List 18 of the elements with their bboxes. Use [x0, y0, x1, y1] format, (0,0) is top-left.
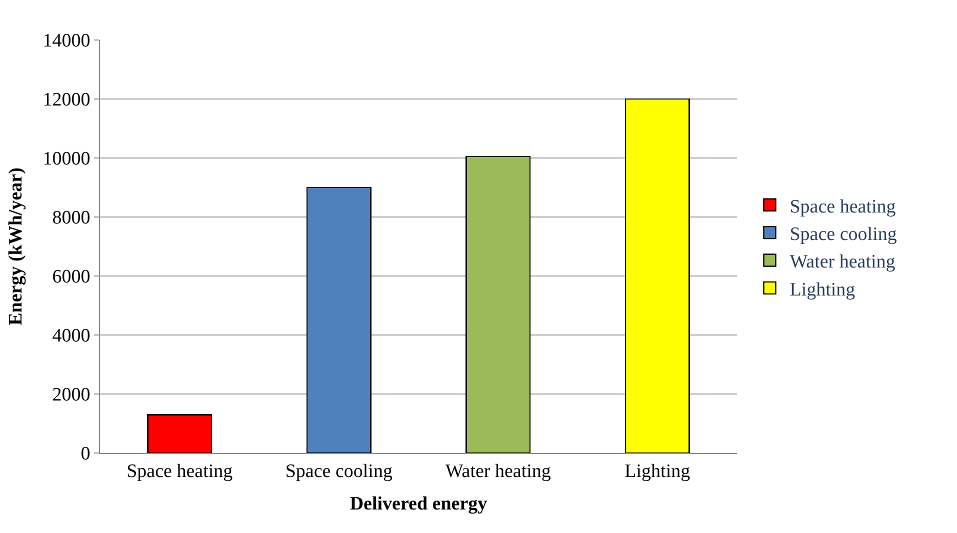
y-tick-label: 4000	[52, 326, 90, 347]
y-tick-label: 0	[80, 444, 90, 465]
legend-label: Space heating	[790, 196, 896, 218]
x-tick-label: Space cooling	[285, 460, 393, 482]
legend-label: Water heating	[790, 252, 896, 273]
y-tick-label: 2000	[52, 384, 90, 406]
x-tick-label: Lighting	[624, 460, 691, 482]
y-tick-label: 10000	[42, 148, 90, 170]
y-axis-title: Energy (kWh/year)	[6, 168, 27, 326]
legend-label: Lighting	[790, 279, 856, 300]
legend-label: Space cooling	[790, 224, 898, 245]
x-axis-title: Delivered energy	[350, 494, 488, 515]
x-tick-label: Water heating	[445, 460, 552, 482]
x-tick-label: Space heating	[126, 460, 234, 482]
y-tick-label: 6000	[52, 266, 90, 288]
y-tick-label: 12000	[42, 90, 90, 111]
y-tick-label: 8000	[52, 208, 90, 229]
y-tick-label: 14000	[42, 30, 90, 52]
